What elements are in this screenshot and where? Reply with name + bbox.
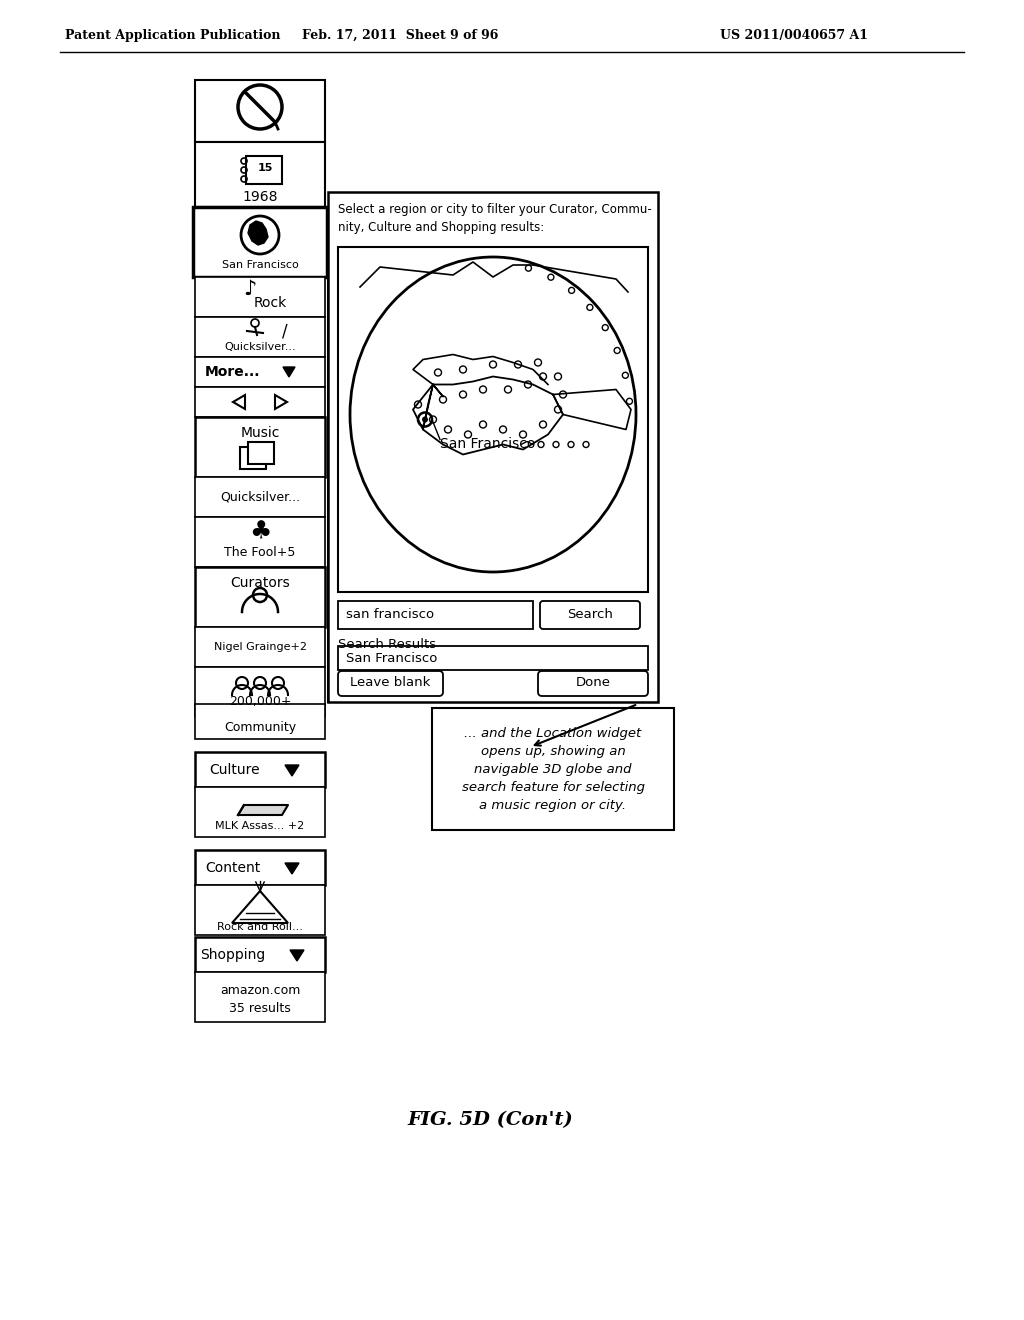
Text: MLK Assas... +2: MLK Assas... +2	[215, 821, 304, 832]
Text: ... and the Location widget
opens up, showing an
navigable 3D globe and
search f: ... and the Location widget opens up, sh…	[462, 726, 644, 812]
FancyBboxPatch shape	[195, 387, 325, 417]
Text: Search: Search	[567, 609, 613, 622]
FancyBboxPatch shape	[248, 442, 274, 465]
FancyBboxPatch shape	[195, 277, 325, 317]
Text: Culture: Culture	[210, 763, 260, 777]
FancyBboxPatch shape	[195, 850, 325, 884]
FancyBboxPatch shape	[195, 752, 325, 787]
Text: Curators: Curators	[230, 576, 290, 590]
FancyBboxPatch shape	[195, 972, 325, 1022]
Text: 35 results: 35 results	[229, 1002, 291, 1015]
FancyBboxPatch shape	[338, 645, 648, 671]
FancyBboxPatch shape	[193, 207, 327, 277]
Text: San Francisco: San Francisco	[221, 260, 298, 271]
FancyBboxPatch shape	[195, 787, 325, 837]
Text: 15: 15	[257, 162, 272, 173]
Text: amazon.com: amazon.com	[220, 983, 300, 997]
Text: Quicksilver...: Quicksilver...	[220, 491, 300, 503]
FancyBboxPatch shape	[338, 601, 534, 630]
Text: 200,000+: 200,000+	[228, 696, 291, 709]
FancyBboxPatch shape	[328, 191, 658, 702]
Text: Rock and Roll...: Rock and Roll...	[217, 921, 303, 932]
Text: San Francisco: San Francisco	[440, 437, 536, 451]
Text: Done: Done	[575, 676, 610, 689]
FancyBboxPatch shape	[195, 937, 325, 972]
Text: Rock: Rock	[253, 296, 287, 310]
Text: US 2011/0040657 A1: US 2011/0040657 A1	[720, 29, 868, 41]
FancyBboxPatch shape	[195, 477, 325, 517]
Polygon shape	[238, 805, 288, 814]
Text: Patent Application Publication: Patent Application Publication	[65, 29, 281, 41]
Text: Select a region or city to filter your Curator, Commu-: Select a region or city to filter your C…	[338, 203, 651, 216]
FancyBboxPatch shape	[540, 601, 640, 630]
Text: Music: Music	[241, 426, 280, 440]
FancyBboxPatch shape	[195, 704, 325, 739]
FancyBboxPatch shape	[338, 671, 443, 696]
Text: FIG. 5D (Con't): FIG. 5D (Con't)	[408, 1111, 572, 1129]
FancyBboxPatch shape	[538, 671, 648, 696]
Circle shape	[422, 417, 428, 422]
FancyBboxPatch shape	[195, 884, 325, 935]
FancyBboxPatch shape	[195, 356, 325, 387]
Text: Shopping: Shopping	[201, 948, 265, 962]
Polygon shape	[283, 367, 295, 378]
FancyBboxPatch shape	[195, 568, 325, 627]
Text: Nigel Grainge+2: Nigel Grainge+2	[213, 642, 306, 652]
Text: Quicksilver...: Quicksilver...	[224, 342, 296, 352]
Text: Content: Content	[206, 861, 261, 875]
Text: More...: More...	[205, 366, 261, 379]
FancyBboxPatch shape	[240, 447, 266, 469]
FancyBboxPatch shape	[195, 143, 325, 207]
Polygon shape	[290, 950, 304, 961]
Text: The Fool+5: The Fool+5	[224, 546, 296, 560]
Text: Community: Community	[224, 721, 296, 734]
Text: 1968: 1968	[243, 190, 278, 205]
Text: San Francisco: San Francisco	[346, 652, 437, 664]
Text: /: /	[283, 322, 288, 341]
Text: Feb. 17, 2011  Sheet 9 of 96: Feb. 17, 2011 Sheet 9 of 96	[302, 29, 499, 41]
FancyBboxPatch shape	[195, 417, 325, 477]
Polygon shape	[285, 766, 299, 776]
FancyBboxPatch shape	[195, 517, 325, 568]
FancyBboxPatch shape	[432, 708, 674, 830]
Text: nity, Culture and Shopping results:: nity, Culture and Shopping results:	[338, 222, 544, 235]
FancyBboxPatch shape	[195, 667, 325, 717]
Polygon shape	[285, 863, 299, 874]
Text: san francisco: san francisco	[346, 609, 434, 622]
Text: ♣: ♣	[249, 520, 271, 544]
Text: Leave blank: Leave blank	[350, 676, 430, 689]
Polygon shape	[248, 220, 268, 246]
Text: ♪: ♪	[244, 279, 257, 300]
FancyBboxPatch shape	[246, 156, 282, 183]
FancyBboxPatch shape	[195, 81, 325, 143]
FancyBboxPatch shape	[338, 247, 648, 591]
Text: Search Results: Search Results	[338, 639, 436, 652]
FancyBboxPatch shape	[195, 317, 325, 356]
FancyBboxPatch shape	[195, 627, 325, 667]
